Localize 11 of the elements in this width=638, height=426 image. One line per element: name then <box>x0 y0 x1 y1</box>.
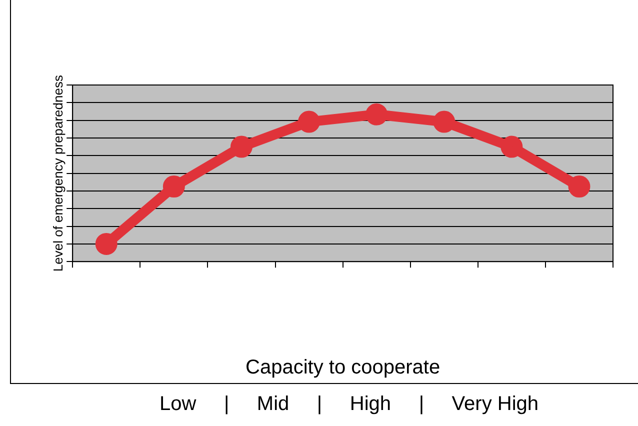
y-axis-title: Level of emergency preparedness <box>50 74 66 272</box>
point <box>366 103 388 126</box>
point <box>568 176 590 198</box>
point <box>500 136 523 158</box>
point <box>230 136 252 158</box>
point <box>433 110 456 133</box>
point <box>162 176 185 198</box>
point <box>95 232 118 255</box>
x-axis-title: Capacity to cooperate <box>246 356 440 379</box>
text: Low | Mid | High | Very High <box>158 393 540 416</box>
point <box>298 110 320 133</box>
